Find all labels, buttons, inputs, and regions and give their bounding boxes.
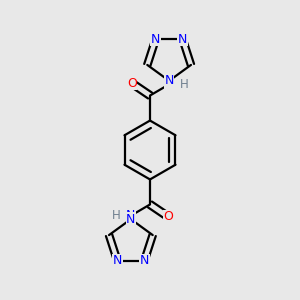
Text: O: O	[163, 210, 173, 223]
Text: N: N	[140, 254, 149, 267]
Text: O: O	[127, 77, 137, 90]
Text: N: N	[164, 74, 174, 87]
Text: N: N	[151, 33, 160, 46]
Text: N: N	[164, 78, 174, 91]
Text: N: N	[126, 209, 136, 222]
Text: N: N	[178, 33, 187, 46]
Text: N: N	[113, 254, 122, 267]
Text: H: H	[112, 209, 121, 222]
Text: N: N	[126, 213, 136, 226]
Text: H: H	[179, 78, 188, 91]
